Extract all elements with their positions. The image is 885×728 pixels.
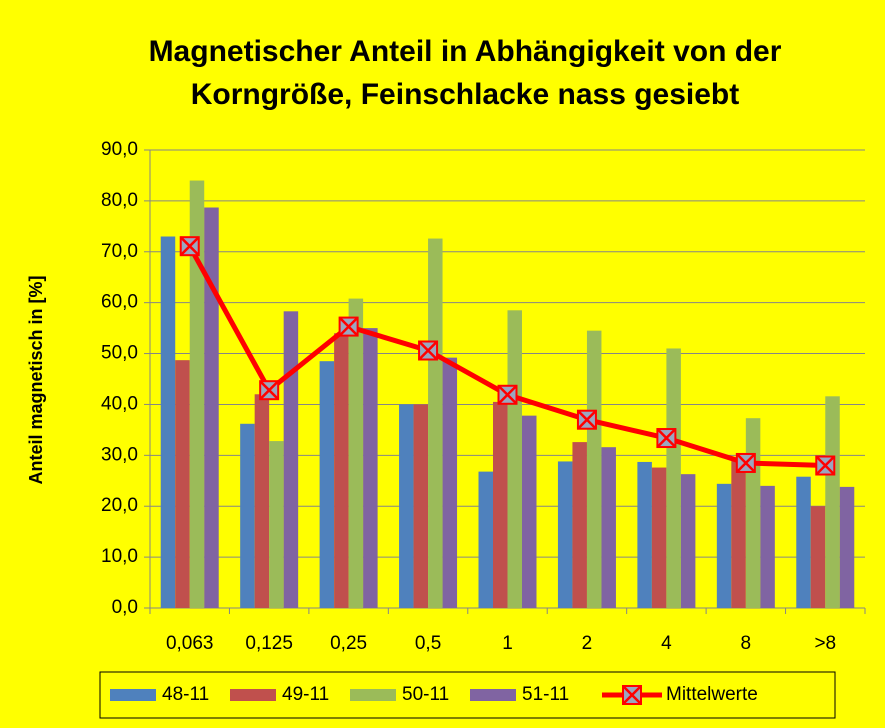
- x-tick-label: 1: [502, 633, 513, 654]
- marker-cross: [497, 384, 518, 405]
- line-marker: [815, 455, 836, 476]
- bar: [240, 423, 255, 608]
- marker-cross: [418, 340, 438, 361]
- bar: [522, 415, 537, 608]
- x-tick-label: 2: [582, 633, 593, 654]
- y-tick-label: 0,0: [112, 597, 138, 618]
- bar: [745, 418, 761, 608]
- bar: [731, 460, 746, 608]
- bar: [399, 404, 414, 608]
- bar: [601, 447, 616, 608]
- marker-cross: [815, 455, 836, 476]
- y-tick-label: 40,0: [101, 393, 138, 414]
- bar: [283, 311, 299, 608]
- bar: [334, 333, 349, 608]
- marker-cross: [656, 428, 677, 448]
- line-marker: [735, 452, 756, 473]
- line-marker: [418, 340, 439, 361]
- legend-marker: [622, 685, 642, 705]
- line-marker: [576, 409, 597, 430]
- bar: [572, 442, 587, 608]
- marker-cross: [179, 236, 200, 257]
- y-tick-label: 20,0: [101, 495, 138, 516]
- legend-swatch: [350, 689, 396, 701]
- bar: [160, 236, 176, 608]
- x-tick-label: 0,25: [330, 633, 367, 654]
- bar: [507, 310, 522, 608]
- bar: [319, 361, 335, 608]
- marker-cross: [259, 380, 280, 401]
- bar: [586, 330, 602, 608]
- bar: [204, 207, 219, 608]
- legend-label: 48-11: [162, 684, 209, 705]
- bar: [760, 485, 775, 608]
- bar: [413, 404, 429, 608]
- chart-title: Magnetischer Anteil in Abhängigkeit von …: [148, 35, 782, 111]
- marker-cross: [338, 316, 359, 337]
- bar: [680, 474, 696, 608]
- x-tick-label: 4: [661, 633, 672, 654]
- legend-label: 50-11: [402, 684, 449, 705]
- bar: [478, 471, 493, 608]
- bar: [175, 360, 190, 608]
- bar: [442, 357, 458, 608]
- marker-cross: [622, 685, 642, 705]
- marker-cross: [735, 453, 756, 473]
- bar: [810, 506, 826, 608]
- bar: [269, 441, 284, 608]
- bar: [651, 467, 667, 608]
- legend-swatch: [470, 689, 516, 701]
- bar: [557, 461, 573, 608]
- y-tick-label: 80,0: [101, 190, 138, 211]
- bar: [637, 461, 652, 608]
- bar: [189, 180, 205, 609]
- legend-label: Mittelwerte: [666, 684, 758, 705]
- x-tick-label: 0,125: [245, 633, 293, 654]
- x-tick-label: >8: [814, 633, 836, 654]
- bar: [796, 476, 811, 608]
- bar: [666, 348, 681, 608]
- line-marker: [259, 380, 280, 401]
- line-marker: [179, 236, 200, 257]
- marker-cross: [577, 409, 597, 430]
- x-tick-label: 8: [741, 633, 752, 654]
- x-tick-label: 0,5: [415, 633, 441, 654]
- bar: [428, 238, 443, 608]
- legend-swatch: [110, 689, 156, 701]
- y-tick-label: 60,0: [101, 292, 138, 313]
- y-tick-label: 30,0: [101, 444, 138, 465]
- bar: [825, 396, 840, 608]
- bar: [363, 328, 378, 608]
- y-tick-label: 90,0: [101, 139, 138, 160]
- y-tick-label: 10,0: [101, 546, 138, 567]
- y-axis-label: Anteil magnetisch in [%]: [26, 275, 46, 484]
- y-tick-label: 50,0: [101, 343, 138, 364]
- bar: [493, 401, 508, 608]
- legend-swatch: [230, 689, 276, 701]
- legend-label: 51-11: [522, 684, 569, 705]
- y-tick-label: 70,0: [101, 241, 138, 262]
- bar: [716, 483, 732, 608]
- line-marker: [338, 316, 359, 337]
- legend-label: 49-11: [282, 684, 329, 705]
- bar: [254, 394, 270, 608]
- line-marker: [656, 428, 677, 449]
- line-marker: [497, 384, 518, 405]
- x-tick-label: 0,063: [166, 633, 214, 654]
- bar: [839, 486, 855, 608]
- bar: [348, 298, 364, 608]
- legend-box: [99, 671, 836, 719]
